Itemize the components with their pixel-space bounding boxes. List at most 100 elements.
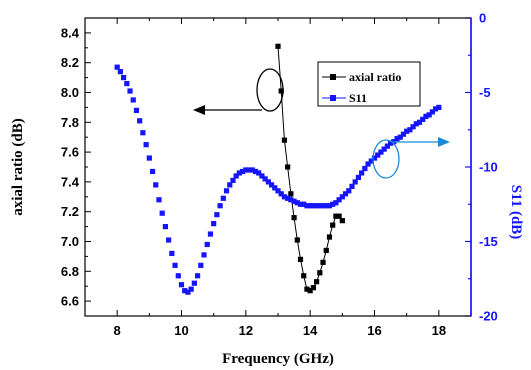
s11-point bbox=[188, 286, 194, 292]
s11-point bbox=[236, 170, 242, 176]
s11-point bbox=[433, 106, 439, 112]
axial-ratio-point bbox=[297, 256, 304, 262]
s11-point bbox=[400, 131, 407, 137]
right-y-tick-label: -15 bbox=[479, 234, 498, 249]
s11-point bbox=[262, 176, 268, 182]
left-y-tick-labels: 6.6 6.8 7.0 7.2 7.4 7.6 7.8 8.0 8.2 8.4 bbox=[61, 25, 80, 308]
x-tick-labels: 8 10 12 14 16 18 bbox=[114, 323, 447, 338]
left-y-tick-label: 7.0 bbox=[61, 234, 79, 249]
left-y-tick-label: 7.2 bbox=[61, 204, 79, 219]
axial-ratio-points bbox=[275, 43, 345, 294]
left-y-tick-label: 6.6 bbox=[61, 294, 79, 309]
s11-point bbox=[137, 118, 143, 124]
left-y-tick-label: 8.2 bbox=[61, 55, 79, 70]
x-tick-label: 14 bbox=[303, 323, 318, 338]
s11-point bbox=[140, 130, 146, 136]
x-tick-label: 10 bbox=[174, 323, 188, 338]
s11-point bbox=[349, 183, 355, 189]
right-y-tick-label: -20 bbox=[479, 309, 498, 324]
s11-point bbox=[246, 167, 252, 173]
axial-ratio-point bbox=[294, 237, 300, 243]
s11-point bbox=[413, 121, 419, 127]
axial-ratio-annotation-ellipse bbox=[256, 68, 284, 112]
s11-point bbox=[387, 140, 394, 146]
s11-point bbox=[265, 179, 271, 185]
s11-point bbox=[223, 188, 230, 194]
s11-point bbox=[256, 170, 262, 176]
s11-point bbox=[130, 97, 136, 103]
s11-point bbox=[278, 191, 284, 197]
s11-point bbox=[346, 188, 352, 194]
s11-point bbox=[423, 113, 429, 119]
s11-point bbox=[352, 179, 358, 185]
s11-point bbox=[207, 231, 214, 237]
left-y-tick-label: 8.0 bbox=[61, 85, 79, 100]
s11-point bbox=[336, 197, 342, 203]
s11-point bbox=[117, 69, 123, 75]
s11-point bbox=[143, 142, 149, 148]
s11-point bbox=[175, 273, 181, 279]
axial-ratio-point bbox=[307, 288, 313, 294]
s11-point bbox=[249, 167, 255, 173]
legend-label-axial-ratio: axial ratio bbox=[349, 70, 401, 84]
axial-ratio-point bbox=[314, 279, 320, 285]
s11-point bbox=[227, 182, 233, 188]
s11-point bbox=[381, 146, 387, 152]
s11-point bbox=[185, 289, 191, 295]
s11-point bbox=[404, 128, 410, 134]
axial-ratio-point bbox=[285, 164, 291, 170]
s11-point bbox=[275, 188, 281, 194]
s11-point bbox=[204, 241, 210, 248]
s11-point bbox=[220, 195, 226, 201]
axial-ratio-point bbox=[333, 213, 339, 219]
s11-point bbox=[371, 155, 378, 161]
axial-ratio-point bbox=[339, 218, 345, 224]
s11-point bbox=[162, 224, 169, 230]
right-y-axis-title: S11 (dB) bbox=[508, 185, 524, 240]
axial-ratio-point bbox=[323, 247, 329, 254]
s11-point bbox=[375, 152, 381, 158]
right-y-tick-label: -10 bbox=[479, 160, 498, 175]
s11-point bbox=[384, 143, 390, 149]
left-y-tick-label: 7.4 bbox=[61, 174, 80, 189]
s11-point bbox=[233, 173, 239, 179]
s11-point bbox=[323, 203, 329, 209]
s11-point bbox=[307, 203, 313, 209]
s11-point bbox=[326, 203, 333, 209]
s11-point bbox=[355, 174, 362, 181]
s11-point bbox=[333, 200, 339, 206]
legend-marker-axial-ratio bbox=[330, 74, 336, 80]
axial-ratio-point bbox=[330, 222, 336, 228]
legend-label-s11: S11 bbox=[349, 91, 367, 105]
s11-point bbox=[182, 288, 188, 294]
axial-ratio-point bbox=[310, 285, 316, 291]
s11-point bbox=[304, 203, 310, 209]
s11-point bbox=[301, 201, 307, 207]
right-y-tick-labels: 0 -5 -10 -15 -20 bbox=[479, 11, 498, 324]
s11-point bbox=[410, 124, 416, 130]
s11-point bbox=[359, 170, 365, 176]
s11-point bbox=[317, 203, 323, 209]
left-y-tick-label: 7.6 bbox=[61, 145, 79, 160]
s11-point bbox=[378, 149, 384, 155]
legend-marker-s11 bbox=[330, 95, 336, 101]
x-tick-label: 8 bbox=[114, 323, 121, 338]
s11-point bbox=[288, 197, 294, 203]
s11-point bbox=[426, 112, 432, 118]
s11-point bbox=[320, 203, 326, 209]
s11-point bbox=[252, 168, 259, 175]
s11-point bbox=[211, 221, 217, 227]
axial-ratio-point bbox=[275, 43, 281, 49]
right-y-tick-label: 0 bbox=[479, 11, 486, 26]
s11-point bbox=[194, 273, 201, 279]
s11-point bbox=[420, 116, 426, 122]
s11-point bbox=[310, 203, 316, 209]
s11-point bbox=[198, 262, 204, 268]
s11-point bbox=[368, 158, 374, 164]
left-y-axis-title: axial ratio (dB) bbox=[10, 118, 26, 216]
s11-point bbox=[268, 182, 275, 188]
s11-point bbox=[314, 203, 320, 209]
s11-point bbox=[291, 198, 297, 204]
right-y-tick-label: -5 bbox=[479, 85, 491, 100]
